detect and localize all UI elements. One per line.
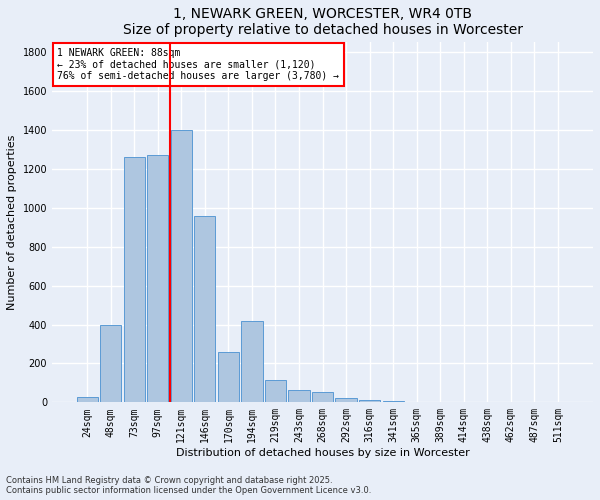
Bar bbox=[218, 352, 239, 403]
Bar bbox=[312, 392, 333, 402]
Bar bbox=[265, 380, 286, 402]
Bar bbox=[335, 398, 356, 402]
Bar bbox=[77, 396, 98, 402]
Bar bbox=[359, 400, 380, 402]
Bar bbox=[100, 324, 121, 402]
Bar bbox=[171, 130, 192, 402]
Bar bbox=[241, 320, 263, 402]
Y-axis label: Number of detached properties: Number of detached properties bbox=[7, 134, 17, 310]
Bar bbox=[147, 156, 169, 402]
Bar bbox=[124, 158, 145, 402]
X-axis label: Distribution of detached houses by size in Worcester: Distribution of detached houses by size … bbox=[176, 448, 469, 458]
Bar bbox=[194, 216, 215, 402]
Text: Contains HM Land Registry data © Crown copyright and database right 2025.
Contai: Contains HM Land Registry data © Crown c… bbox=[6, 476, 371, 495]
Text: 1 NEWARK GREEN: 88sqm
← 23% of detached houses are smaller (1,120)
76% of semi-d: 1 NEWARK GREEN: 88sqm ← 23% of detached … bbox=[58, 48, 340, 81]
Title: 1, NEWARK GREEN, WORCESTER, WR4 0TB
Size of property relative to detached houses: 1, NEWARK GREEN, WORCESTER, WR4 0TB Size… bbox=[122, 7, 523, 37]
Bar bbox=[289, 390, 310, 402]
